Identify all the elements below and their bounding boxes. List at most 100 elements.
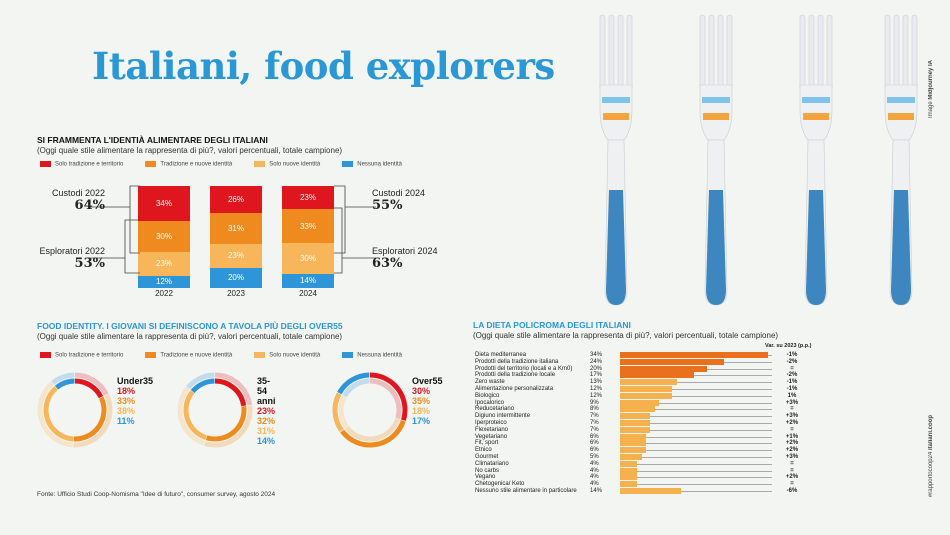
bar [620,474,638,481]
bar [620,454,642,460]
bar-track [620,450,772,452]
group-value: 18% [412,406,431,416]
bar-segment: 20% [210,267,262,288]
annot-esploratori-2022: Esploratori 2022 53% [25,246,105,271]
row-variation: -1% [786,379,798,386]
row-value: 6% [590,447,599,454]
group-value: 38% [117,406,136,416]
chart1-subtitle: (Oggi quale stile alimentare la rapprese… [37,146,343,155]
row-label: Gourmet [475,454,499,460]
donut-segment [332,392,344,433]
group-name: Under35 [117,376,154,386]
hashtag: #rapportocoop24 [928,450,934,498]
bar [620,365,707,372]
donut-segment [37,381,74,448]
data-label: 14% [299,276,316,286]
chart1-legend: Solo tradizione e territorio Tradizione e… [40,161,402,168]
data-label: 23% [227,251,244,261]
row-label: Vegano [475,474,496,481]
chart2-legend: Solo tradizione e territorio Tradizione e… [40,352,402,359]
donut-segment [183,390,207,440]
credit-prefix: Image [928,99,934,119]
list-item: Iperproteico 7% +2% [475,420,835,427]
donut-legend-1: 35-54 anni 23% 32% 31% 14% [257,376,276,446]
data-label: 23% [155,259,172,269]
row-label: Iperproteico [475,420,507,426]
bar-segment: 33% [282,209,334,244]
donut-segment [344,418,400,442]
bar-segment: 14% [282,273,334,288]
annot-label: Esploratori 2024 [372,246,438,256]
row-value: 7% [590,420,599,426]
bar-segment: 34% [138,186,190,222]
bar-track [620,436,772,438]
bar [620,399,660,406]
row-value: 9% [590,399,599,406]
row-variation: +2% [785,440,799,447]
annot-value: 64% [74,198,105,213]
bar-track [620,395,772,397]
donut-segment [214,372,253,406]
x-tick-label: 2024 [299,289,317,298]
row-label: Chetogenica/ Keto [475,481,525,488]
list-item: Climatariano 4% = [475,460,835,468]
donut-segment [54,378,75,390]
bar-track [620,389,772,390]
data-label: 12% [155,277,172,287]
row-value: 6% [590,433,599,440]
annot-label: Custodi 2022 [51,188,105,198]
row-label: Reducetariano [475,406,515,413]
fork-icon [799,14,833,306]
annot-label: Custodi 2024 [372,188,426,198]
legend-label: Nessuna identità [357,161,402,168]
chart2-subtitle: (Oggi quale stile alimentare la rapprese… [37,332,343,341]
row-label: Nessuno stile alimentare in particolare [475,488,577,494]
legend-item: Tradizione e nuove identità [145,352,232,359]
bar [620,406,655,413]
group-value: 35% [412,396,431,406]
bar-track [620,429,772,431]
legend-swatch [40,352,51,358]
row-variation: = [790,467,794,474]
page-title: Italiani, food explorers [92,44,555,88]
bar-track [620,457,772,458]
donut-segment [214,378,247,407]
list-item: Ipocalorico 9% +3% [475,399,835,407]
fork-icon [699,14,733,306]
image-credit: Image Midjourney IA [928,60,934,118]
list-item: Alimentazione personalizzata 12% -1% [475,386,835,393]
site-name: italiani.coop [928,415,934,451]
chart2-title: FOOD IDENTITY. I GIOVANI SI DEFINISCONO … [37,321,343,331]
row-value: 20% [590,365,603,372]
bar-track [620,423,772,424]
legend-item: Nessuna identità [342,352,402,359]
legend-label: Nessuna identità [357,352,402,359]
group-value: 17% [412,416,431,426]
bar-column-2024: 23% 33% 30% 14% [282,186,334,288]
legend-item: Solo tradizione e territorio [40,161,123,168]
list-item: Prodotti della tradizione locale 17% -2% [475,372,835,379]
list-item: Etnico 6% +2% [475,447,835,454]
bar-column-2022: 34% 30% 23% 12% [138,186,190,288]
row-variation: +3% [785,413,799,420]
row-label: Flexetariano [475,426,509,433]
bar-segment: 31% [210,212,262,245]
donut-segment [51,372,75,386]
data-label: 34% [155,199,172,208]
bar-track [620,491,772,492]
list-item: Vegano 4% +2% [475,474,835,481]
data-label: 26% [227,194,244,204]
bar-track [620,409,772,411]
row-value: 12% [590,386,603,392]
bar-segment: 30% [282,243,334,274]
bar [620,426,651,433]
bar [620,386,673,392]
bracket-lines [88,185,376,274]
row-value: 4% [590,474,599,481]
legend-swatch [145,161,157,167]
row-value: 24% [590,358,603,365]
x-tick-label: 2023 [227,289,245,298]
list-item: Fit, sport 6% +2% [475,440,835,447]
row-variation: +3% [785,454,799,460]
list-item: Dieta mediterranea 34% -1% [475,352,835,359]
